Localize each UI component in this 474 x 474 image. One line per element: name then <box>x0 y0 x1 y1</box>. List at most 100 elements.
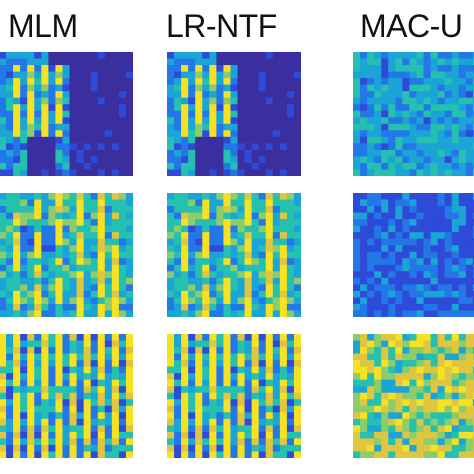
heatmap-cell <box>13 245 21 253</box>
heatmap-cell <box>216 110 225 118</box>
heatmap-cell <box>430 104 439 112</box>
heatmap-cell <box>202 130 210 138</box>
heatmap-cell <box>360 353 368 361</box>
heatmap-cell <box>195 71 203 79</box>
heatmap-cell <box>395 104 403 112</box>
heatmap-cell <box>125 65 133 73</box>
heatmap-cell <box>451 104 460 112</box>
heatmap-cell <box>209 143 217 151</box>
heatmap-cell <box>286 143 295 151</box>
heatmap-cell <box>167 123 175 131</box>
heatmap-cell <box>451 277 460 285</box>
heatmap-cell <box>216 303 225 312</box>
heatmap-cell <box>258 277 267 285</box>
heatmap-cell <box>118 232 127 240</box>
heatmap-cell <box>111 156 120 164</box>
heatmap-cell <box>118 149 127 158</box>
heatmap-cell <box>20 52 28 60</box>
heatmap-cell <box>216 97 225 105</box>
heatmap-cell <box>20 199 28 207</box>
heatmap-cell <box>6 353 14 361</box>
heatmap-cell <box>195 251 203 259</box>
heatmap-cell <box>423 110 432 118</box>
heatmap-cell <box>458 65 467 73</box>
heatmap-cell <box>188 438 196 446</box>
heatmap-cell <box>293 425 301 433</box>
heatmap-cell <box>279 373 288 381</box>
heatmap-cell <box>444 206 453 214</box>
heatmap-cell <box>416 347 425 355</box>
heatmap-cell <box>223 303 232 312</box>
heatmap-cell <box>451 353 460 361</box>
heatmap-cell <box>69 444 78 453</box>
heatmap-cell <box>48 264 57 272</box>
heatmap-cell <box>444 104 453 112</box>
heatmap-cell <box>90 399 99 407</box>
heatmap-cell <box>465 399 474 407</box>
heatmap-cell <box>6 232 14 240</box>
heatmap-cell <box>409 451 418 458</box>
heatmap-cell <box>188 379 196 387</box>
heatmap-cell <box>20 162 28 171</box>
heatmap-cell <box>416 193 425 201</box>
heatmap-cell <box>223 251 232 259</box>
heatmap-cell <box>388 353 396 361</box>
heatmap-cell <box>223 412 232 420</box>
heatmap-cell <box>237 212 246 220</box>
heatmap-cell <box>458 412 467 420</box>
heatmap-cell <box>409 149 418 158</box>
heatmap-cell <box>409 399 418 407</box>
heatmap-cell <box>90 451 99 458</box>
heatmap-cell <box>174 136 182 144</box>
heatmap-cell <box>90 297 99 305</box>
heatmap-cell <box>167 225 175 233</box>
heatmap-cell <box>83 297 92 305</box>
heatmap-cell <box>174 271 182 279</box>
heatmap-cell <box>90 392 99 400</box>
heatmap-cell <box>388 451 396 458</box>
heatmap-cell <box>367 277 375 285</box>
heatmap-cell <box>272 71 281 79</box>
heatmap-cell <box>174 71 182 79</box>
heatmap-cell <box>388 225 396 233</box>
heatmap-cell <box>423 373 432 381</box>
heatmap-cell <box>125 130 133 138</box>
heatmap-cell <box>437 392 446 400</box>
heatmap-cell <box>293 193 301 201</box>
heatmap-cell <box>83 84 92 92</box>
heatmap-cell <box>216 353 225 361</box>
heatmap-cell <box>293 199 301 207</box>
heatmap-cell <box>41 360 49 368</box>
heatmap-cell <box>209 444 217 453</box>
heatmap-cell <box>97 258 106 266</box>
heatmap-cell <box>360 206 368 214</box>
heatmap-cell <box>437 303 446 312</box>
heatmap-cell <box>20 65 28 73</box>
heatmap-cell <box>13 206 21 214</box>
heatmap-cell <box>188 136 196 144</box>
heatmap-cell <box>293 212 301 220</box>
heatmap-cell <box>48 91 57 99</box>
heatmap-cell <box>55 277 64 285</box>
heatmap-cell <box>258 58 267 66</box>
heatmap-cell <box>34 78 42 86</box>
heatmap-cell <box>97 392 106 400</box>
heatmap-cell <box>437 225 446 233</box>
heatmap-cell <box>458 123 467 131</box>
heatmap-cell <box>209 238 217 246</box>
heatmap-cell <box>34 271 42 279</box>
heatmap-cell <box>90 418 99 426</box>
heatmap-cell <box>188 277 196 285</box>
heatmap-cell <box>0 97 7 105</box>
heatmap-cell <box>195 425 203 433</box>
heatmap-cell <box>251 392 260 400</box>
heatmap-cell <box>195 91 203 99</box>
heatmap-cell <box>167 199 175 207</box>
heatmap-cell <box>118 425 127 433</box>
heatmap-cell <box>465 418 474 426</box>
heatmap-cell <box>430 271 439 279</box>
heatmap-cell <box>104 347 113 355</box>
heatmap-cell <box>258 412 267 420</box>
heatmap-cell <box>13 379 21 387</box>
heatmap-cells <box>353 334 474 458</box>
